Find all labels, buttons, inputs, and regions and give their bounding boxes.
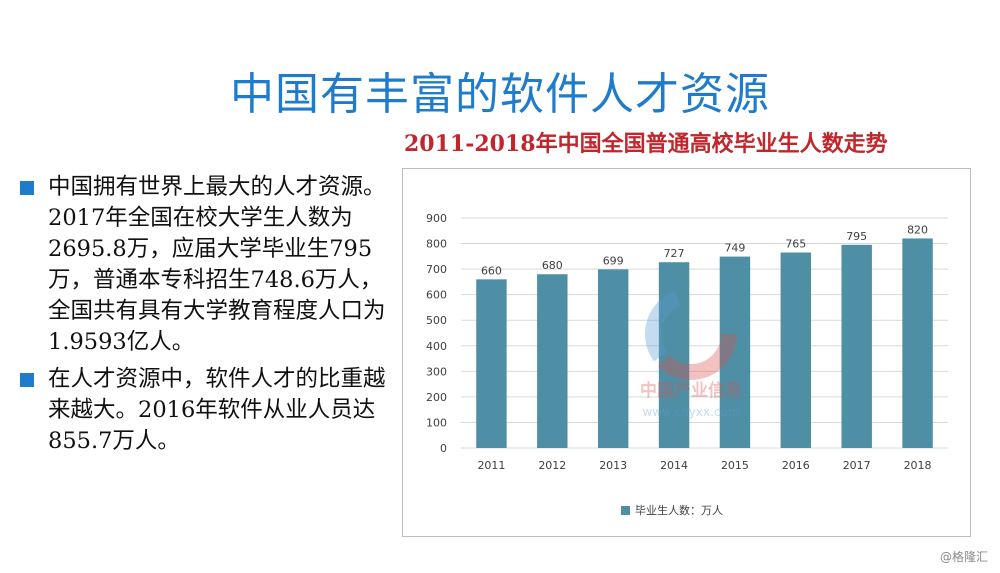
x-tick-label: 2016 — [782, 459, 810, 472]
bar — [719, 256, 751, 448]
legend-label: 毕业生人数：万人 — [635, 503, 723, 517]
y-tick-label: 700 — [426, 263, 447, 276]
y-tick-label: 800 — [426, 238, 447, 251]
x-tick-label: 2017 — [843, 459, 871, 472]
y-tick-label: 900 — [426, 212, 447, 225]
bullet-square-icon — [20, 373, 34, 387]
chart-title: 2011-2018年中国全国普通高校毕业生人数走势 — [404, 131, 888, 157]
legend-swatch — [621, 506, 630, 515]
bullet-list: 中国拥有世界上最大的人才资源。2017年全国在校大学生人数为2695.8万，应届… — [18, 172, 388, 463]
bar — [780, 252, 812, 448]
y-tick-label: 400 — [426, 340, 447, 353]
watermark-logo: 中国产业信息 www.chyxx.com — [640, 292, 742, 419]
source-tag: @格隆汇 — [939, 550, 988, 564]
bar-chart: 0 100 200 300 400 500 600 700 800 900 660 2011 680 20… — [426, 212, 948, 517]
y-tick-label: 500 — [426, 314, 447, 327]
chart-container: 0 100 200 300 400 500 600 700 800 900 660 2011 680 20… — [402, 168, 971, 537]
bar — [841, 244, 872, 448]
bar — [537, 274, 568, 448]
bar — [902, 238, 933, 448]
watermark-text: 中国产业信息 — [640, 380, 742, 401]
x-tick-label: 2015 — [721, 459, 749, 472]
data-label: 680 — [542, 259, 563, 272]
x-tick-label: 2018 — [904, 459, 932, 472]
y-tick-label: 200 — [426, 391, 447, 404]
bullet-square-icon — [20, 181, 34, 195]
x-tick-label: 2014 — [660, 459, 688, 472]
bar — [476, 279, 507, 448]
y-tick-label: 100 — [426, 416, 447, 429]
watermark-url: www.chyxx.com — [642, 405, 739, 419]
x-tick-label: 2012 — [538, 459, 566, 472]
data-label: 795 — [846, 230, 867, 243]
bullet-text: 中国拥有世界上最大的人才资源。2017年全国在校大学生人数为2695.8万，应届… — [48, 174, 386, 355]
bar — [658, 262, 690, 448]
bullet-item-software-talent: 在人才资源中，软件人才的比重越来越大。2016年软件从业人员达855.7万人。 — [18, 364, 388, 457]
bar — [597, 269, 629, 448]
y-tick-label: 0 — [440, 442, 447, 455]
y-tick-label: 600 — [426, 289, 447, 302]
data-label: 660 — [481, 264, 502, 277]
bullet-item-talent-resources: 中国拥有世界上最大的人才资源。2017年全国在校大学生人数为2695.8万，应届… — [18, 172, 388, 358]
data-label: 820 — [907, 223, 928, 236]
y-tick-label: 300 — [426, 365, 447, 378]
slide-title: 中国有丰富的软件人才资源 — [230, 69, 770, 120]
data-label: 727 — [664, 247, 685, 260]
data-label: 765 — [785, 238, 806, 251]
data-label: 749 — [724, 242, 745, 255]
bullet-text: 在人才资源中，软件人才的比重越来越大。2016年软件从业人员达855.7万人。 — [48, 366, 386, 454]
x-tick-label: 2013 — [599, 459, 627, 472]
x-tick-label: 2011 — [477, 459, 505, 472]
data-label: 699 — [603, 254, 624, 267]
